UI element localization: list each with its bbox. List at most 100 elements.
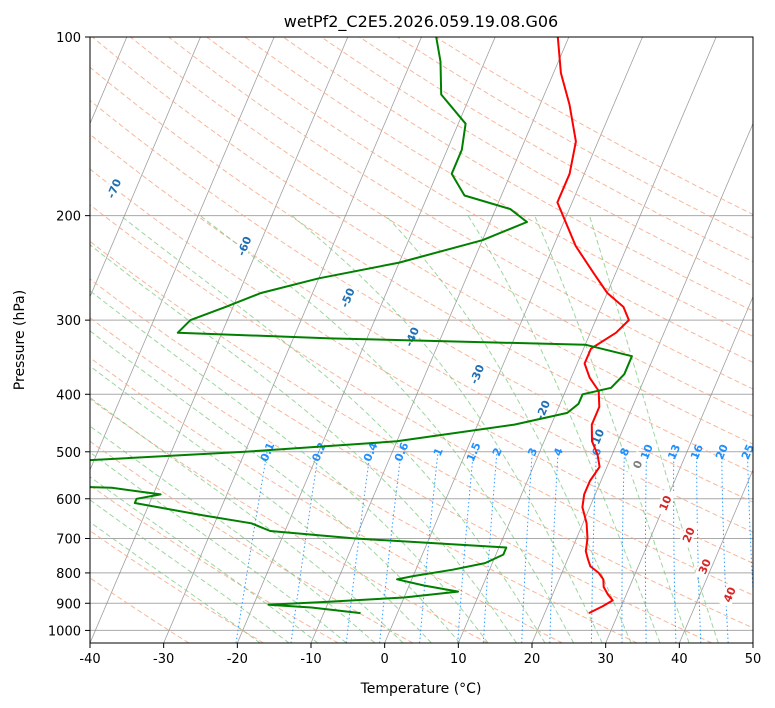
mixing-ratio-label: 10 xyxy=(638,442,656,461)
moist-adiabat-line xyxy=(90,365,432,643)
dry-adiabat-label-bg xyxy=(466,360,488,388)
mixing-ratio-line xyxy=(482,451,498,643)
x-tick-label: -40 xyxy=(79,652,100,667)
dry-adiabat-line xyxy=(90,440,414,643)
dry-adiabat-line xyxy=(168,37,753,390)
mixing-ratio-line xyxy=(457,451,474,643)
y-tick-label: 400 xyxy=(56,388,81,403)
moist-adiabat-line xyxy=(385,215,632,643)
moist-adiabat-label-group: 0 xyxy=(627,451,648,478)
mixing-ratio-label-group: 10 xyxy=(638,442,656,461)
x-tick-label: -10 xyxy=(300,652,321,667)
moist-adiabat-label-bg xyxy=(627,451,648,478)
y-tick-label: 600 xyxy=(56,493,81,508)
dry-adiabats xyxy=(90,37,753,643)
temperature-line xyxy=(556,37,630,614)
mixing-ratio-label: 13 xyxy=(665,442,683,461)
mixing-ratio-line xyxy=(345,451,371,643)
plot-frame xyxy=(89,36,754,644)
moist-adiabat-label-group: 30 xyxy=(694,553,715,580)
x-tick-label: 30 xyxy=(597,652,614,667)
y-tick-label: 500 xyxy=(56,446,81,461)
plot-area: -100-90-80-70-60-50-40-30-20-10010203040… xyxy=(90,37,753,643)
isotherm-line xyxy=(163,37,422,643)
moist-adiabat-line xyxy=(90,451,347,643)
dry-adiabat-line xyxy=(90,66,753,474)
moist-adiabat-line xyxy=(120,215,546,643)
moist-adiabat-label-group: 10 xyxy=(654,489,676,517)
moist-adiabat-line xyxy=(90,290,489,643)
x-tick-label: 40 xyxy=(671,652,688,667)
moist-adiabat-line xyxy=(90,244,517,643)
moist-adiabat-label: 40 xyxy=(721,585,739,604)
mixing-ratio-line xyxy=(419,451,439,643)
dry-adiabat-line xyxy=(90,278,712,643)
dry-adiabat-line xyxy=(206,37,753,363)
isotherm-line xyxy=(457,37,717,643)
dry-adiabat-line xyxy=(90,240,753,629)
isotherm-line xyxy=(90,37,201,298)
mixing-ratio-label-group: 20 xyxy=(713,442,731,461)
isotherm-line xyxy=(90,37,349,643)
moist-adiabat-line xyxy=(90,521,261,643)
moist-adiabats xyxy=(90,215,719,643)
x-tick-label: -20 xyxy=(227,652,248,667)
moist-adiabat-label-bg xyxy=(654,489,676,517)
x-axis-label: Temperature (°C) xyxy=(360,681,482,697)
mixing-ratio-label: 16 xyxy=(688,442,706,461)
x-tick-label: -30 xyxy=(153,652,174,667)
x-tick-label: 50 xyxy=(745,652,762,667)
mixing-ratio-line xyxy=(290,451,320,643)
dry-adiabat-line xyxy=(90,133,753,533)
mixing-ratio-line xyxy=(746,451,753,599)
x-tick-label: 10 xyxy=(450,652,467,667)
x-tick-label: 0 xyxy=(381,652,389,667)
dewpoint-line xyxy=(90,37,633,615)
moist-adiabat-line xyxy=(90,476,319,643)
mixing-ratio-line xyxy=(721,451,729,643)
dry-adiabat-line xyxy=(90,530,264,643)
isotherm-line xyxy=(605,295,753,643)
dry-adiabat-label-bg xyxy=(233,232,255,260)
moist-adiabat-label: 10 xyxy=(657,493,675,512)
moist-adiabat-line xyxy=(291,215,603,643)
mixing-ratio-label-group: 16 xyxy=(688,442,706,461)
dry-adiabat-line xyxy=(90,204,753,596)
moist-adiabat-label-bg xyxy=(678,521,699,549)
dry-adiabat-label-bg xyxy=(401,323,423,351)
moist-adiabat-line xyxy=(90,396,404,643)
moist-adiabat-line xyxy=(90,425,376,643)
y-tick-label: 1000 xyxy=(48,624,81,639)
isotherm-line xyxy=(678,468,753,643)
dry-adiabat-line xyxy=(282,37,753,312)
isotherm-line xyxy=(90,37,275,471)
y-tick-label: 900 xyxy=(56,597,81,612)
profile-series xyxy=(90,37,633,615)
dry-adiabat-label-bg xyxy=(586,425,608,452)
dry-adiabat-label-bg xyxy=(337,284,358,312)
chart-title: wetPf2_C2E5.2026.059.19.08.G06 xyxy=(284,12,558,32)
moist-adiabat-label-bg xyxy=(694,553,715,580)
moist-adiabat-label-bg xyxy=(719,581,740,608)
isobar-grid xyxy=(90,37,753,631)
y-tick-label: 300 xyxy=(56,314,81,329)
dry-adiabat-line xyxy=(90,357,563,643)
mixing-ratio-label: 20 xyxy=(713,442,731,461)
mixing-ratio-line xyxy=(379,451,402,643)
x-tick-label: 20 xyxy=(524,652,541,667)
mixing-ratio-label-group: 25 xyxy=(739,442,753,461)
mixing-ratio-lines xyxy=(235,451,753,643)
y-tick-label: 100 xyxy=(56,31,81,46)
mixing-ratio-label-group: 13 xyxy=(665,442,683,461)
y-axis-label: Pressure (hPa) xyxy=(12,290,28,390)
dry-adiabat-line xyxy=(244,37,753,337)
dry-adiabat-line xyxy=(90,99,753,503)
y-tick-label: 700 xyxy=(56,533,81,548)
moist-adiabat-label-group: 20 xyxy=(678,521,699,549)
axes: -40 -30 -20 -10 0 10 20 30 40 5010020030040050060… xyxy=(48,31,761,667)
moist-adiabat-line xyxy=(588,215,719,643)
dry-adiabat-line xyxy=(90,398,488,643)
moist-adiabat-line xyxy=(199,215,575,643)
